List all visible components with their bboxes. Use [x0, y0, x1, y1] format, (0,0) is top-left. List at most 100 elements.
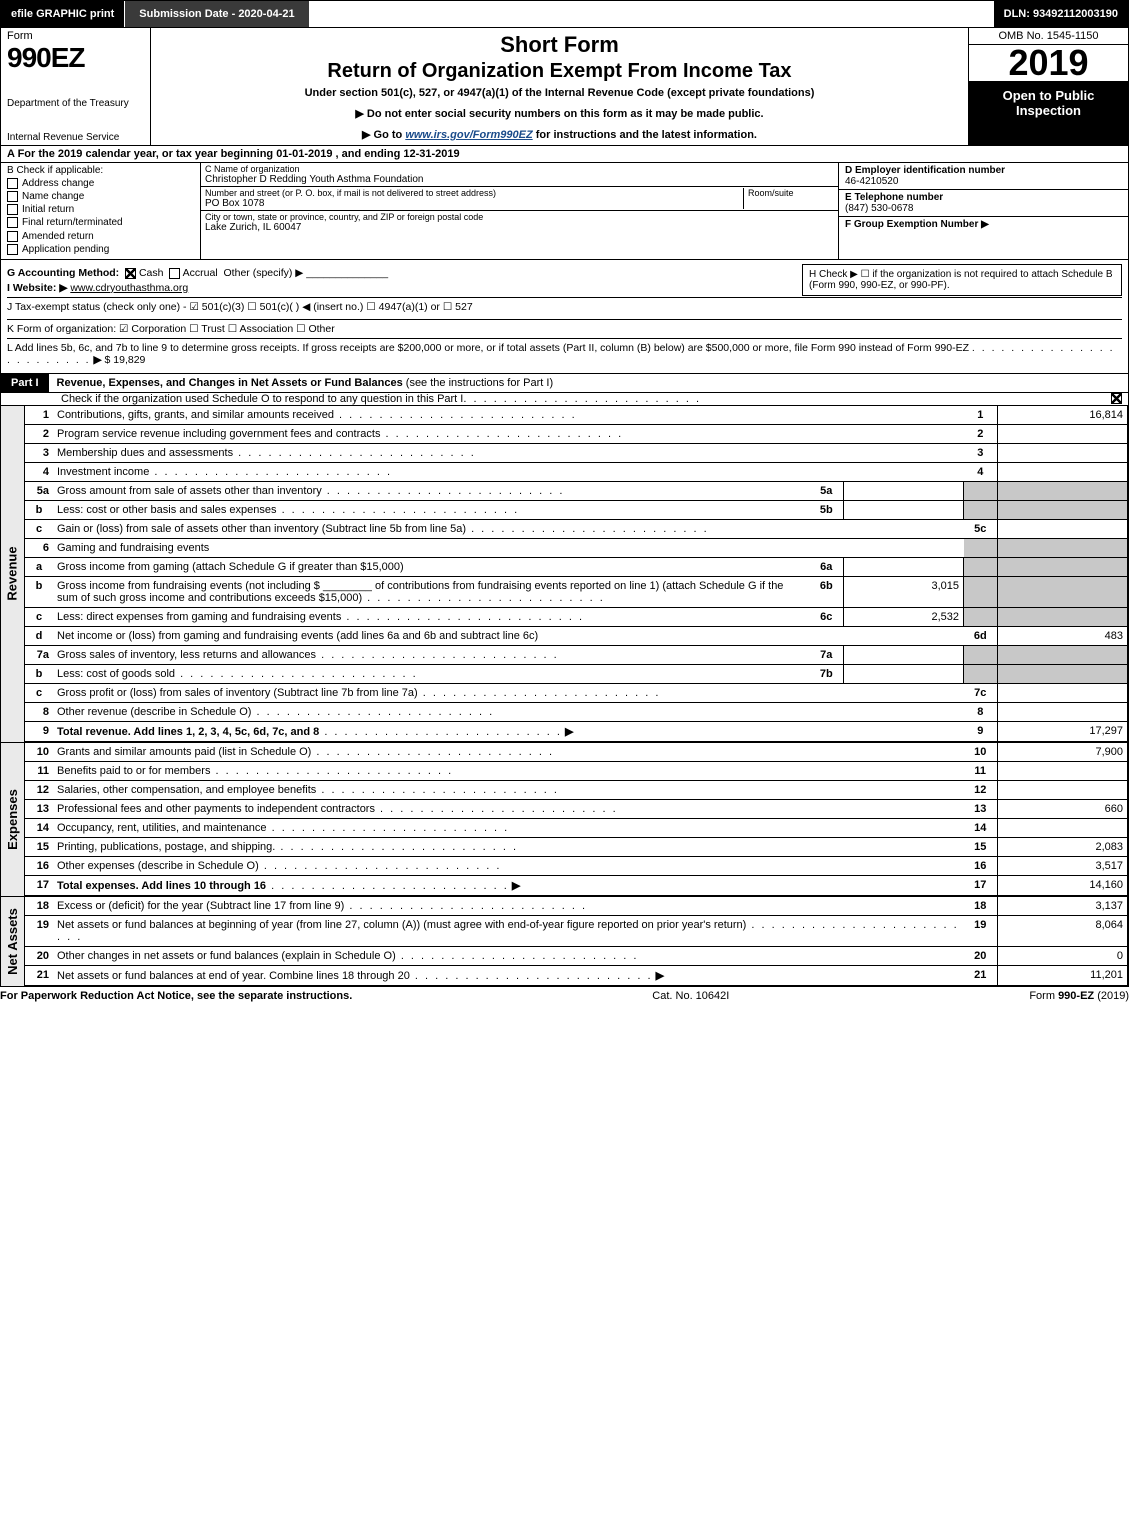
line-11-col: 11 — [964, 761, 998, 780]
line-7b-desc: Less: cost of goods sold — [57, 668, 175, 680]
line-20: 20 Other changes in net assets or fund b… — [25, 946, 1128, 965]
line-15-desc: Printing, publications, postage, and shi… — [57, 841, 275, 853]
line-2-amt — [998, 424, 1128, 443]
open-to-public: Open to Public Inspection — [969, 82, 1128, 145]
section-def: D Employer identification number 46-4210… — [838, 163, 1128, 259]
ein-value: 46-4210520 — [845, 176, 1122, 187]
line-6b-sub: 6b — [810, 576, 844, 607]
org-name: Christopher D Redding Youth Asthma Found… — [205, 174, 834, 185]
irs-label: Internal Revenue Service — [7, 132, 144, 143]
line-6c-subval: 2,532 — [844, 607, 964, 626]
line-10-col: 10 — [964, 743, 998, 762]
line-19: 19 Net assets or fund balances at beginn… — [25, 915, 1128, 946]
chk-application-pending[interactable]: Application pending — [7, 244, 194, 255]
line-21-amt: 11,201 — [998, 965, 1128, 985]
line-3-num: 3 — [25, 443, 53, 462]
form-word: Form — [7, 30, 144, 42]
line-6d: d Net income or (loss) from gaming and f… — [25, 626, 1128, 645]
return-title: Return of Organization Exempt From Incom… — [159, 60, 960, 83]
line-21: 21 Net assets or fund balances at end of… — [25, 965, 1128, 985]
chk-address-change-label: Address change — [22, 178, 94, 189]
expenses-side-label: Expenses — [1, 743, 25, 896]
chk-other-label: Other (specify) ▶ — [224, 267, 304, 279]
line-19-num: 19 — [25, 915, 53, 946]
line-4-desc: Investment income — [57, 466, 149, 478]
line-10: 10 Grants and similar amounts paid (list… — [25, 743, 1128, 762]
line-17-amt: 14,160 — [998, 875, 1128, 895]
website-value[interactable]: www.cdryouthasthma.org — [70, 282, 188, 294]
line-8-desc: Other revenue (describe in Schedule O) — [57, 706, 251, 718]
line-5b-shaded-amt — [998, 500, 1128, 519]
line-5b-subval — [844, 500, 964, 519]
top-bar: efile GRAPHIC print Submission Date - 20… — [0, 0, 1129, 28]
part-i-checkbox[interactable] — [1111, 393, 1128, 405]
part-i-title: Revenue, Expenses, and Changes in Net As… — [49, 377, 554, 389]
line-6b-subval: 3,015 — [844, 576, 964, 607]
line-11-amt — [998, 761, 1128, 780]
footer-center: Cat. No. 10642I — [652, 990, 729, 1002]
chk-initial-return[interactable]: Initial return — [7, 204, 194, 215]
line-5a-subval — [844, 481, 964, 500]
line-6-shaded — [964, 538, 998, 557]
line-9-arrow: ▶ — [565, 726, 573, 738]
chk-final-return[interactable]: Final return/terminated — [7, 217, 194, 228]
line-5c: c Gain or (loss) from sale of assets oth… — [25, 519, 1128, 538]
line-9-num: 9 — [25, 721, 53, 741]
line-15-col: 15 — [964, 837, 998, 856]
line-16-num: 16 — [25, 856, 53, 875]
line-6d-amt: 483 — [998, 626, 1128, 645]
line-16-col: 16 — [964, 856, 998, 875]
line-21-arrow: ▶ — [656, 970, 664, 982]
line-7b-shaded — [964, 664, 998, 683]
phone-label: E Telephone number — [845, 192, 1122, 203]
line-3: 3 Membership dues and assessments 3 — [25, 443, 1128, 462]
line-13: 13 Professional fees and other payments … — [25, 799, 1128, 818]
form-number: 990EZ — [7, 42, 144, 74]
line-15-num: 15 — [25, 837, 53, 856]
chk-cash[interactable] — [125, 268, 136, 279]
line-12-num: 12 — [25, 780, 53, 799]
line-17-desc: Total expenses. Add lines 10 through 16 — [57, 880, 266, 892]
line-5a-shaded — [964, 481, 998, 500]
chk-amended-return-label: Amended return — [22, 231, 94, 242]
irs-link[interactable]: www.irs.gov/Form990EZ — [405, 129, 532, 141]
line-3-desc: Membership dues and assessments — [57, 447, 233, 459]
line-7a-desc: Gross sales of inventory, less returns a… — [57, 649, 316, 661]
dept-treasury: Department of the Treasury — [7, 98, 144, 109]
line-7a-subval — [844, 645, 964, 664]
org-addr-label: Number and street (or P. O. box, if mail… — [205, 188, 739, 198]
line-14-desc: Occupancy, rent, utilities, and maintena… — [57, 822, 267, 834]
chk-name-change[interactable]: Name change — [7, 191, 194, 202]
section-c: C Name of organization Christopher D Red… — [201, 163, 838, 259]
efile-label: efile GRAPHIC print — [1, 1, 124, 27]
line-17: 17 Total expenses. Add lines 10 through … — [25, 875, 1128, 895]
line-5a-sub: 5a — [810, 481, 844, 500]
line-16-amt: 3,517 — [998, 856, 1128, 875]
topbar-spacer — [310, 1, 994, 27]
line-17-col: 17 — [964, 875, 998, 895]
line-5b-sub: 5b — [810, 500, 844, 519]
goto-pre: ▶ Go to — [362, 129, 405, 141]
line-k: K Form of organization: ☑ Corporation ☐ … — [7, 319, 1122, 335]
chk-accrual[interactable] — [169, 268, 180, 279]
expenses-side-text: Expenses — [5, 789, 20, 850]
line-11-desc: Benefits paid to or for members — [57, 765, 210, 777]
chk-amended-return[interactable]: Amended return — [7, 231, 194, 242]
line-7c-desc: Gross profit or (loss) from sales of inv… — [57, 687, 418, 699]
chk-accrual-label: Accrual — [183, 267, 218, 279]
line-10-desc: Grants and similar amounts paid (list in… — [57, 746, 311, 758]
chk-address-change[interactable]: Address change — [7, 178, 194, 189]
line-l: L Add lines 5b, 6c, and 7b to line 9 to … — [7, 338, 1122, 366]
netassets-side-label: Net Assets — [1, 897, 25, 986]
block-bcdef: B Check if applicable: Address change Na… — [0, 163, 1129, 260]
org-city-label: City or town, state or province, country… — [205, 212, 834, 222]
line-6c-shaded — [964, 607, 998, 626]
line-20-desc: Other changes in net assets or fund bala… — [57, 950, 396, 962]
line-5c-num: c — [25, 519, 53, 538]
line-2-num: 2 — [25, 424, 53, 443]
line-6a: a Gross income from gaming (attach Sched… — [25, 557, 1128, 576]
line-8-num: 8 — [25, 702, 53, 721]
line-6-desc: Gaming and fundraising events — [53, 538, 964, 557]
line-2-col: 2 — [964, 424, 998, 443]
line-15-amt: 2,083 — [998, 837, 1128, 856]
